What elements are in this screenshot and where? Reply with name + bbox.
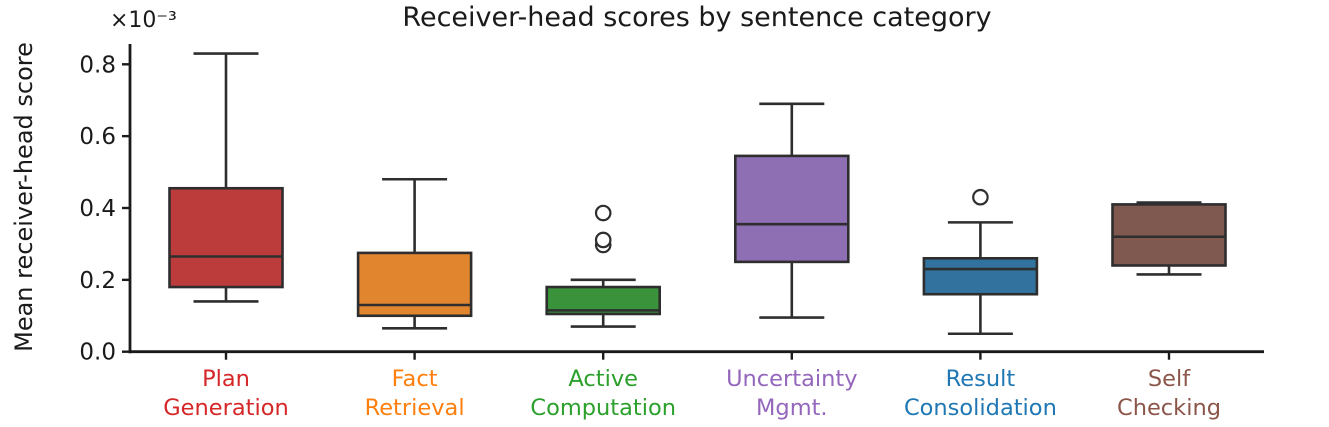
y-tick-label: 0.6 [79,124,116,150]
outlier-point-active-computation [594,204,612,222]
x-tick-label-active-computation-line1: Active [568,366,638,392]
y-tick-label: 0.8 [79,52,116,78]
y-axis-offset-text: ×10⁻³ [110,8,177,33]
box-result-consolidation [922,256,1039,296]
x-tick-label-result-consolidation-line2: Consolidation [904,395,1057,421]
x-tick-label-plan-generation-line1: Plan [202,366,250,392]
y-tick-label: 0.2 [79,268,116,294]
chart-title: Receiver-head scores by sentence categor… [402,2,992,33]
outlier-point-active-computation [594,231,612,249]
x-tick-label-active-computation-line2: Computation [530,395,676,421]
x-tick-label-result-consolidation-line1: Result [946,366,1016,392]
y-tick-label: 0.4 [79,196,116,222]
box-fact-retrieval [356,251,473,318]
box-self-checking [1111,203,1227,267]
x-tick-label-self-checking-line1: Self [1148,366,1191,392]
x-tick-label-uncertainty-mgmt-line1: Uncertainty [726,366,857,392]
x-tick-label-fact-retrieval-line1: Fact [392,366,438,392]
x-tick-label-uncertainty-mgmt-line2: Mgmt. [756,395,828,421]
x-tick-label-self-checking-line2: Checking [1117,395,1221,421]
x-tick-label-plan-generation-line2: Generation [163,395,289,421]
box-uncertainty-mgmt [733,154,850,264]
outlier-point-result-consolidation [972,188,989,206]
x-tick-label-fact-retrieval-line2: Retrieval [365,395,465,421]
y-tick-label: 0.0 [79,340,116,366]
box-plan-generation [168,186,284,289]
